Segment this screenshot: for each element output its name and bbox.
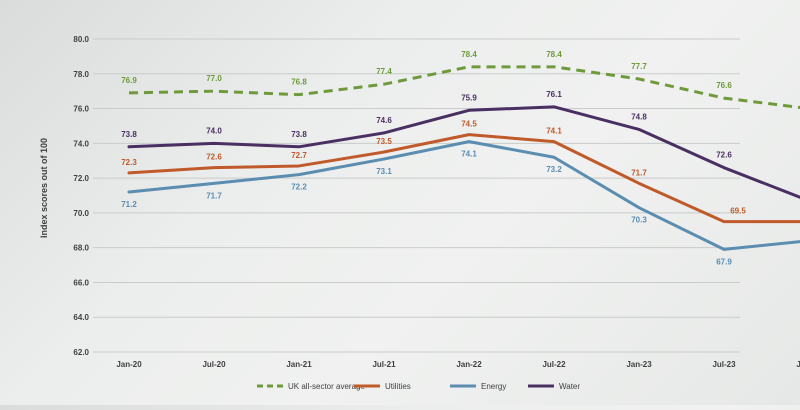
legend-label: Energy: [481, 382, 506, 391]
y-tick-label: 76.0: [73, 105, 89, 114]
y-tick-label: 70.0: [73, 209, 89, 218]
data-label: 72.6: [716, 151, 732, 160]
data-label: 74.6: [376, 116, 392, 125]
data-label: 76.1: [546, 90, 562, 99]
legend: UK all-sector average Utilities Energy Wate…: [257, 382, 580, 391]
data-label: 78.4: [461, 50, 477, 59]
data-label: 69.5: [730, 207, 746, 216]
data-label: 77.4: [376, 67, 392, 76]
y-tick-label: 78.0: [73, 70, 89, 79]
x-tick-label: Jul-22: [542, 360, 566, 369]
legend-label: UK all-sector average: [288, 382, 365, 391]
x-tick-label: Jul-23: [712, 360, 736, 369]
data-label: 67.9: [716, 257, 732, 266]
data-label: 73.8: [121, 130, 137, 139]
y-tick-label: 64.0: [73, 313, 89, 322]
x-tick-label: Jan-22: [456, 360, 482, 369]
data-label: 71.7: [631, 168, 647, 177]
data-label: 73.1: [376, 167, 392, 176]
data-label: 72.2: [291, 183, 307, 192]
y-tick-label: 80.0: [73, 35, 89, 44]
data-label: 73.2: [546, 165, 562, 174]
data-label: 74.1: [546, 127, 562, 136]
legend-label: Utilities: [385, 382, 411, 391]
x-tick-label: Jan-21: [286, 360, 312, 369]
data-label: 72.3: [121, 158, 137, 167]
data-label: 77.7: [631, 62, 647, 71]
x-tick-label: Jul-21: [372, 360, 396, 369]
data-label: 72.7: [291, 151, 307, 160]
y-tick-label: 72.0: [73, 174, 89, 183]
axes: 80.0 78.0 76.0 74.0 72.0 70.0 68.0 66.0 64.0 62.0…: [73, 35, 800, 369]
data-label: 72.6: [206, 153, 222, 162]
x-tick-label: Jan-24: [796, 360, 800, 369]
data-label: 74.1: [461, 150, 477, 159]
data-label: 74.0: [206, 126, 222, 135]
data-label: 76.9: [121, 76, 137, 85]
x-tick-label: Jul-20: [202, 360, 226, 369]
y-tick-label: 74.0: [73, 139, 89, 148]
y-tick-label: 66.0: [73, 278, 89, 287]
data-label: 76.6: [716, 81, 732, 90]
data-label: 78.4: [546, 50, 562, 59]
y-tick-label: 68.0: [73, 244, 89, 253]
x-tick-label: Jan-20: [116, 360, 142, 369]
y-tick-label: 62.0: [73, 348, 89, 357]
x-tick-label: Jan-23: [626, 360, 652, 369]
data-label: 76.8: [291, 78, 307, 87]
data-label: 73.5: [376, 137, 392, 146]
gridlines: [93, 39, 740, 352]
data-label: 73.8: [291, 130, 307, 139]
data-label: 77.0: [206, 74, 222, 83]
data-label: 70.3: [631, 216, 647, 225]
legend-label: Water: [559, 382, 580, 391]
data-label: 74.8: [631, 112, 647, 121]
data-labels: 76.977.076.877.478.478.477.776.676.072.3…: [121, 50, 800, 267]
data-label: 75.9: [461, 93, 477, 102]
data-label: 71.2: [121, 200, 137, 209]
y-axis-title: Index scores out of 100: [39, 138, 49, 238]
data-label: 74.5: [461, 120, 477, 129]
data-label: 71.7: [206, 191, 222, 200]
